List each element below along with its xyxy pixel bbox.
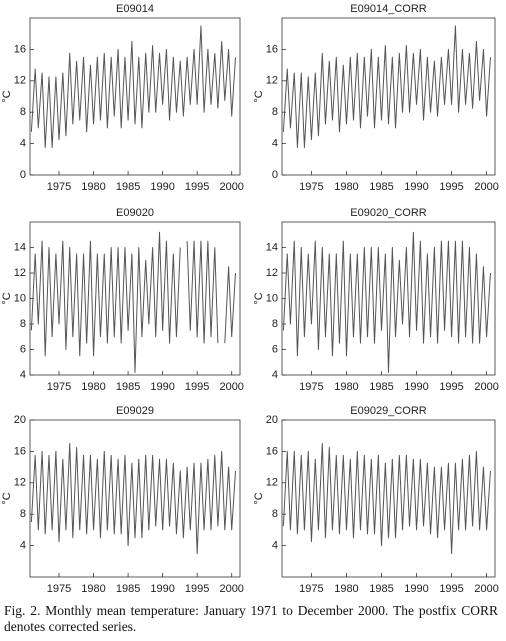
- data-line: [282, 25, 491, 149]
- x-tick-label: 1985: [116, 583, 140, 595]
- data-line: [30, 25, 237, 149]
- x-tick-label: 1980: [81, 583, 105, 595]
- x-tick-label: 1990: [150, 381, 174, 393]
- y-axis-label: °C: [253, 492, 265, 504]
- x-tick-label: 1985: [369, 583, 393, 595]
- plot-frame: [281, 419, 496, 578]
- y-tick-label: 12: [14, 75, 26, 87]
- y-tick-label: 16: [266, 43, 278, 55]
- y-tick-label: 4: [20, 540, 26, 552]
- chart-title: E09020: [116, 207, 154, 219]
- x-tick-label: 2000: [219, 583, 243, 595]
- x-tick-label: 1980: [334, 181, 358, 193]
- x-tick-label: 1995: [185, 181, 209, 193]
- y-axis-label: °C: [1, 292, 13, 304]
- chart-grid: E09014 °C 0 4 8 12 16 1975 1980 1985 1990 1995 2000 E…: [1, 3, 499, 595]
- data-line: [30, 443, 237, 554]
- x-tick-label: 2000: [474, 583, 498, 595]
- x-tick-label: 1995: [185, 381, 209, 393]
- y-tick-label: 8: [20, 106, 26, 118]
- y-tick-label: 12: [266, 477, 278, 489]
- y-tick-label: 10: [266, 292, 278, 304]
- x-tick-label: 1990: [150, 181, 174, 193]
- x-tick-label: 1975: [47, 181, 71, 193]
- y-tick-label: 0: [20, 169, 26, 181]
- x-tick-label: 1975: [47, 381, 71, 393]
- chart-title: E09029: [116, 405, 154, 417]
- y-tick-label: 4: [20, 138, 26, 150]
- y-axis-label: °C: [1, 492, 13, 504]
- plot-frame: [281, 17, 496, 176]
- x-tick-label: 2000: [474, 381, 498, 393]
- data-line: [30, 231, 237, 373]
- x-tick-label: 1990: [150, 583, 174, 595]
- chart-title: E09020_CORR: [350, 207, 426, 219]
- x-tick-label: 1990: [404, 381, 428, 393]
- x-tick-label: 2000: [474, 181, 498, 193]
- x-tick-label: 1980: [81, 181, 105, 193]
- x-tick-label: 1985: [116, 381, 140, 393]
- x-tick-label: 1975: [47, 583, 71, 595]
- y-tick-label: 12: [14, 267, 26, 279]
- y-tick-label: 8: [272, 106, 278, 118]
- x-tick-label: 1995: [439, 181, 463, 193]
- y-tick-label: 6: [272, 343, 278, 355]
- x-tick-label: 1985: [116, 181, 140, 193]
- x-tick-label: 1980: [334, 583, 358, 595]
- y-tick-label: 8: [272, 508, 278, 520]
- y-tick-label: 4: [272, 540, 278, 552]
- chart-title: E09014_CORR: [350, 3, 426, 15]
- y-tick-label: 20: [14, 414, 26, 426]
- y-tick-label: 20: [266, 414, 278, 426]
- x-tick-label: 1995: [439, 381, 463, 393]
- data-line: [282, 231, 491, 373]
- y-tick-label: 16: [14, 43, 26, 55]
- y-tick-label: 8: [20, 508, 26, 520]
- caption: Fig. 2. Monthly mean temperature: Januar…: [4, 603, 498, 634]
- chart-title: E09029_CORR: [350, 405, 426, 417]
- x-tick-label: 1980: [334, 381, 358, 393]
- y-tick-label: 12: [266, 75, 278, 87]
- x-tick-label: 1995: [185, 583, 209, 595]
- x-tick-label: 1985: [369, 381, 393, 393]
- plot-frame: [281, 221, 496, 376]
- y-axis-label: °C: [253, 90, 265, 102]
- y-tick-label: 4: [20, 369, 26, 381]
- plot-frame: [29, 419, 241, 578]
- y-tick-label: 10: [14, 292, 26, 304]
- y-tick-label: 14: [266, 241, 278, 253]
- y-tick-label: 16: [14, 445, 26, 457]
- y-tick-label: 0: [272, 169, 278, 181]
- chart-title: E09014: [116, 3, 154, 15]
- x-tick-label: 1995: [439, 583, 463, 595]
- y-tick-label: 12: [14, 477, 26, 489]
- y-tick-label: 4: [272, 369, 278, 381]
- y-axis-label: °C: [1, 90, 13, 102]
- x-tick-label: 2000: [219, 381, 243, 393]
- x-tick-label: 1975: [299, 381, 323, 393]
- x-tick-label: 1985: [369, 181, 393, 193]
- y-tick-label: 8: [272, 318, 278, 330]
- x-tick-label: 1980: [81, 381, 105, 393]
- plot-frame: [29, 17, 241, 176]
- y-tick-label: 8: [20, 318, 26, 330]
- x-tick-label: 1990: [404, 583, 428, 595]
- x-tick-label: 1975: [299, 181, 323, 193]
- x-tick-label: 1975: [299, 583, 323, 595]
- x-tick-label: 1990: [404, 181, 428, 193]
- y-tick-label: 12: [266, 267, 278, 279]
- y-axis-label: °C: [253, 292, 265, 304]
- y-tick-label: 16: [266, 445, 278, 457]
- y-tick-label: 4: [272, 138, 278, 150]
- y-tick-label: 6: [20, 343, 26, 355]
- data-line: [282, 443, 491, 554]
- y-tick-label: 14: [14, 241, 26, 253]
- x-tick-label: 2000: [219, 181, 243, 193]
